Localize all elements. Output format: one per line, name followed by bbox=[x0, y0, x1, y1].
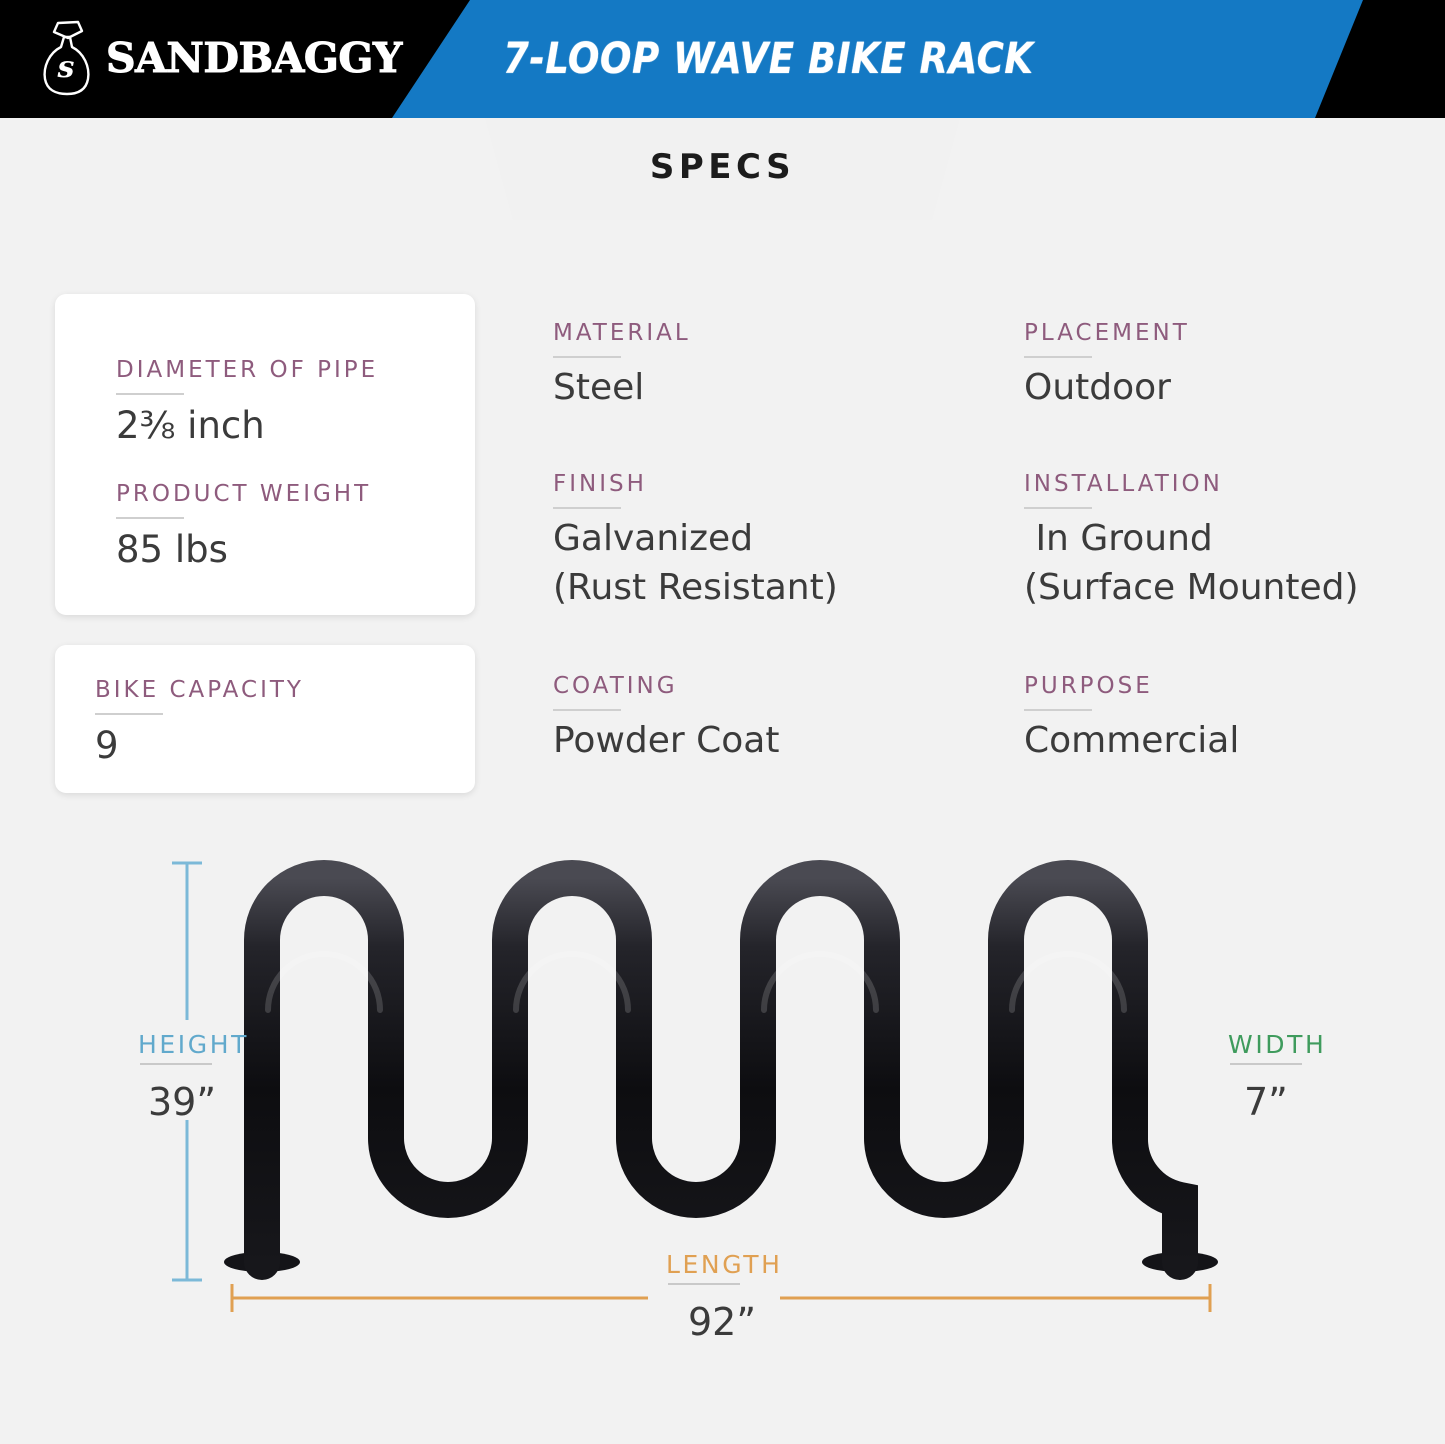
spec-card-capacity bbox=[55, 645, 475, 793]
length-dimension-label: LENGTH bbox=[666, 1250, 783, 1279]
bike-rack-illustration bbox=[172, 860, 1218, 1312]
width-dimension-label: WIDTH bbox=[1228, 1030, 1327, 1059]
brand-logo: s SANDBAGGY bbox=[38, 19, 403, 97]
length-label-underline bbox=[668, 1283, 740, 1285]
spec-value: Steel bbox=[553, 367, 645, 409]
spec-label: COATING bbox=[553, 673, 678, 699]
sandbag-icon: s bbox=[43, 20, 90, 96]
page-header: s SANDBAGGY 7-LOOP WAVE BIKE RACK bbox=[0, 0, 1445, 118]
spec-value: 85 lbs bbox=[116, 528, 228, 572]
spec-diameter-of-pipe: DIAMETER OF PIPE 2⅜ inch bbox=[116, 357, 379, 451]
height-dimension-value: 39” bbox=[148, 1080, 217, 1124]
spec-underline bbox=[116, 393, 184, 396]
spec-label: BIKE CAPACITY bbox=[95, 677, 304, 703]
spec-label: PRODUCT WEIGHT bbox=[116, 481, 372, 507]
spec-value: 2⅜ inch bbox=[116, 404, 265, 448]
spec-placement: PLACEMENT Outdoor bbox=[1024, 320, 1190, 413]
spec-underline bbox=[95, 713, 163, 716]
width-dimension-value: 7” bbox=[1244, 1080, 1288, 1124]
product-dimension-diagram bbox=[0, 820, 1445, 1380]
spec-card-primary bbox=[55, 294, 475, 615]
spec-label: INSTALLATION bbox=[1024, 471, 1223, 497]
spec-value: Galvanized (Rust Resistant) bbox=[553, 518, 838, 608]
rack-tube bbox=[244, 860, 1198, 1280]
length-dimension-value: 92” bbox=[688, 1300, 757, 1344]
spec-label: PURPOSE bbox=[1024, 673, 1153, 699]
specs-tab-label: SPECS bbox=[649, 147, 796, 187]
spec-underline bbox=[116, 517, 184, 520]
width-label-underline bbox=[1230, 1063, 1302, 1065]
spec-underline bbox=[1024, 356, 1092, 359]
length-dimension-line bbox=[230, 1284, 1212, 1312]
spec-underline bbox=[553, 709, 621, 712]
height-dimension-line bbox=[172, 861, 202, 1282]
spec-coating: COATING Powder Coat bbox=[553, 673, 780, 766]
header-blue-banner bbox=[392, 0, 1445, 118]
spec-label: PLACEMENT bbox=[1024, 320, 1190, 346]
height-label-underline bbox=[140, 1063, 212, 1065]
spec-value: Commercial bbox=[1024, 720, 1240, 762]
spec-value: In Ground (Surface Mounted) bbox=[1024, 518, 1359, 608]
spec-purpose: PURPOSE Commercial bbox=[1024, 673, 1240, 766]
spec-product-weight: PRODUCT WEIGHT 85 lbs bbox=[116, 481, 372, 575]
spec-underline bbox=[1024, 507, 1092, 510]
spec-material: MATERIAL Steel bbox=[553, 320, 691, 413]
spec-installation: INSTALLATION In Ground (Surface Mounted) bbox=[1024, 471, 1359, 612]
spec-label: FINISH bbox=[553, 471, 647, 497]
spec-finish: FINISH Galvanized (Rust Resistant) bbox=[553, 471, 838, 612]
height-dimension-label: HEIGHT bbox=[138, 1030, 250, 1059]
rack-tube-highlight bbox=[265, 951, 1127, 1013]
spec-value: Outdoor bbox=[1024, 367, 1171, 409]
spec-bike-capacity: BIKE CAPACITY 9 bbox=[95, 677, 304, 771]
spec-underline bbox=[553, 507, 621, 510]
spec-value: Powder Coat bbox=[553, 720, 780, 762]
product-title: 7-LOOP WAVE BIKE RACK bbox=[503, 34, 1034, 84]
spec-label: DIAMETER OF PIPE bbox=[116, 357, 379, 383]
brand-name: SANDBAGGY bbox=[106, 33, 403, 82]
spec-underline bbox=[553, 356, 621, 359]
spec-label: MATERIAL bbox=[553, 320, 691, 346]
svg-text:s: s bbox=[57, 50, 75, 85]
specs-tab: SPECS bbox=[485, 118, 960, 220]
spec-underline bbox=[1024, 709, 1092, 712]
spec-value: 9 bbox=[95, 724, 119, 768]
